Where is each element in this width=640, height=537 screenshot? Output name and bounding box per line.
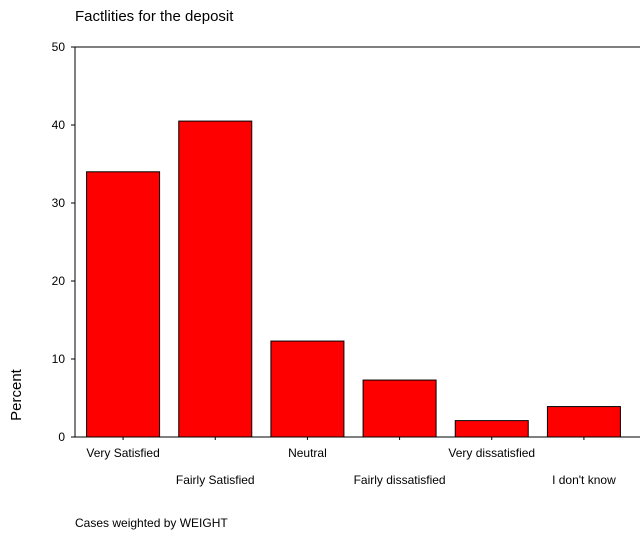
x-tick-label-1: Fairly Satisfied <box>176 473 255 487</box>
y-tick-label-1: 10 <box>52 352 66 366</box>
x-tick-label-5: I don't know <box>552 473 616 487</box>
footnote: Cases weighted by WEIGHT <box>75 516 228 530</box>
y-tick-label-2: 20 <box>52 274 66 288</box>
y-tick-label-4: 40 <box>52 118 66 132</box>
y-ticks-group: 0 10 20 30 40 50 <box>52 40 75 444</box>
bar-5 <box>546 406 621 438</box>
x-tick-label-0: Very Satisfied <box>86 446 159 460</box>
chart-title: Factlities for the deposit <box>75 8 234 25</box>
bar-1 <box>178 120 253 438</box>
y-tick-label-5: 50 <box>52 40 66 54</box>
bar-4 <box>454 420 529 438</box>
x-tick-label-2: Neutral <box>288 446 327 460</box>
x-ticks-group: Very Satisfied Fairly Satisfied Neutral Fai… <box>86 437 616 487</box>
x-tick-label-3: Fairly dissatisfied <box>354 473 446 487</box>
axes-group <box>74 46 640 438</box>
y-tick-label-3: 30 <box>52 196 66 210</box>
bar-3 <box>362 379 437 438</box>
bar-0 <box>86 171 161 438</box>
bar-2 <box>270 340 345 438</box>
bars-group <box>86 120 621 438</box>
y-tick-label-0: 0 <box>58 430 65 444</box>
x-tick-label-4: Very dissatisfied <box>448 446 535 460</box>
y-axis-label: Percent <box>8 368 25 421</box>
